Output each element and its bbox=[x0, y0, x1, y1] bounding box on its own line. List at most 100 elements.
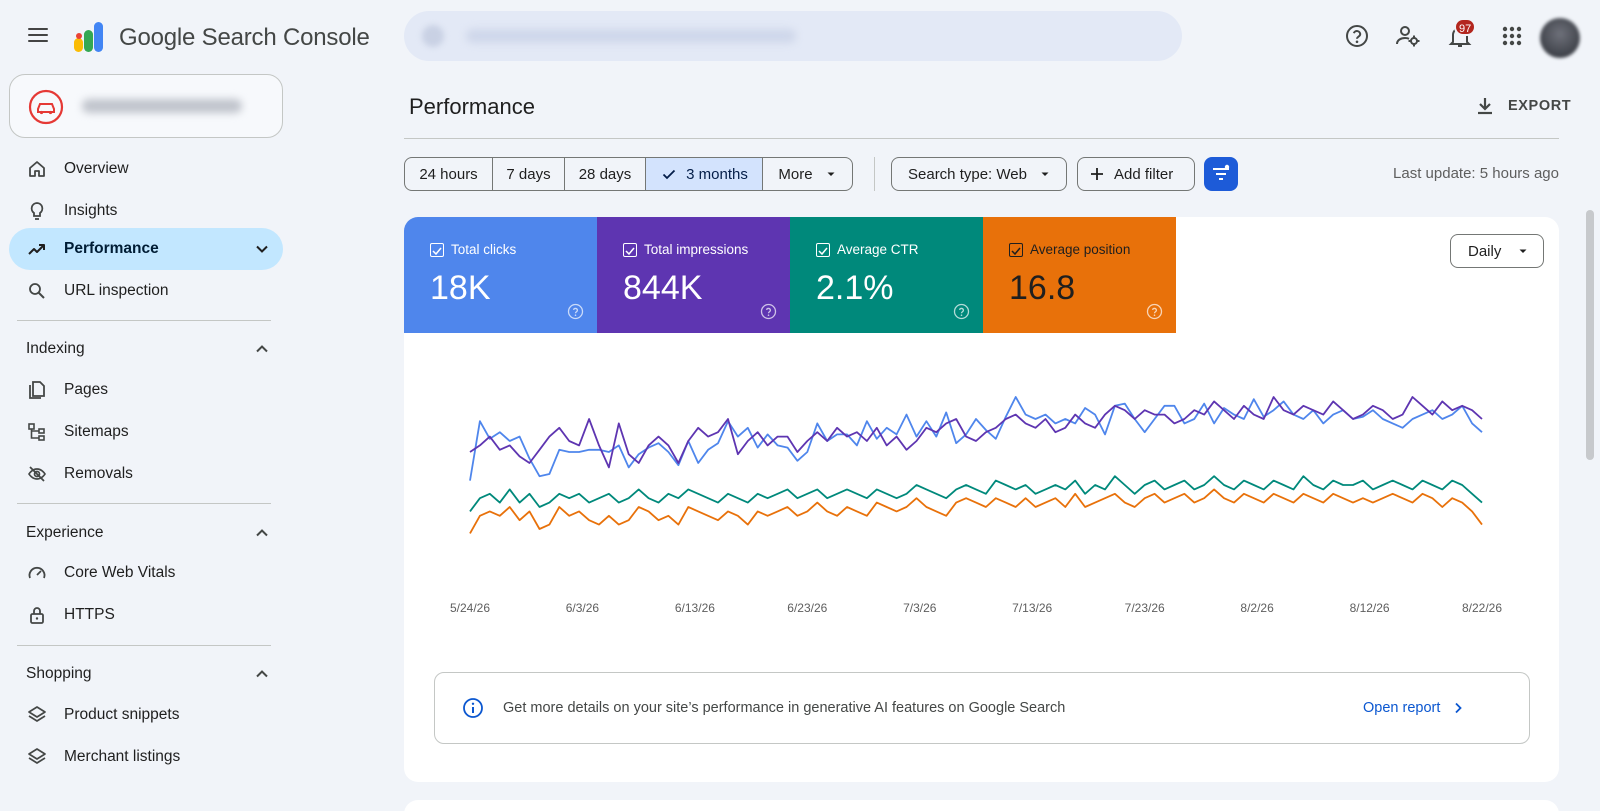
manage-users-icon[interactable] bbox=[1394, 22, 1422, 50]
series-line-average-position[interactable] bbox=[469, 488, 1483, 534]
section-title-shopping[interactable]: Shopping bbox=[26, 665, 92, 682]
help-outline-icon[interactable] bbox=[953, 303, 970, 320]
range-28-days-button[interactable]: 28 days bbox=[565, 158, 646, 190]
metric-card-total-impressions[interactable]: Total impressions 844K bbox=[597, 217, 790, 333]
chevron-up-icon[interactable] bbox=[253, 524, 271, 542]
main-menu-icon[interactable] bbox=[26, 24, 50, 48]
sidebar-item-core-web-vitals[interactable]: Core Web Vitals bbox=[9, 552, 283, 594]
sidebar-item-product-snippets[interactable]: Product snippets bbox=[9, 694, 283, 736]
property-name-redacted bbox=[82, 99, 242, 113]
performance-chart-card: Total clicks 18K Total impressions 844K … bbox=[404, 217, 1559, 782]
metric-value: 18K bbox=[430, 269, 491, 307]
granularity-dropdown[interactable]: Daily bbox=[1450, 234, 1544, 268]
chevron-down-icon[interactable] bbox=[253, 240, 271, 258]
sidebar-divider bbox=[17, 503, 271, 504]
sidebar-item-performance[interactable]: Performance bbox=[9, 228, 283, 270]
help-outline-icon[interactable] bbox=[760, 303, 777, 320]
lock-icon bbox=[30, 607, 44, 624]
app-title: Google Search Console bbox=[119, 24, 370, 51]
add-filter-button[interactable]: Add filter bbox=[1077, 157, 1195, 191]
series-line-total-clicks[interactable] bbox=[469, 396, 1483, 481]
sidebar-divider bbox=[17, 320, 271, 321]
metric-value: 16.8 bbox=[1009, 269, 1076, 307]
export-label: EXPORT bbox=[1508, 98, 1572, 114]
range-label: More bbox=[778, 165, 813, 183]
x-tick-label: 6/13/26 bbox=[675, 601, 715, 615]
layers-icon bbox=[28, 706, 46, 722]
sidebar: Overview Insights Performance URL inspec… bbox=[0, 72, 290, 811]
range-24-hours-button[interactable]: 24 hours bbox=[405, 158, 493, 190]
series-line-average-ctr[interactable] bbox=[469, 475, 1483, 512]
sidebar-item-insights[interactable]: Insights bbox=[9, 190, 283, 232]
x-tick-label: 7/23/26 bbox=[1125, 601, 1165, 615]
range-label: 3 months bbox=[686, 165, 748, 183]
checkbox-checked-icon[interactable] bbox=[430, 243, 444, 257]
check-icon bbox=[663, 169, 676, 180]
search-console-logo-icon bbox=[74, 22, 103, 52]
granularity-label: Daily bbox=[1468, 242, 1502, 260]
sidebar-item-sitemaps[interactable]: Sitemaps bbox=[9, 411, 283, 453]
open-report-link[interactable]: Open report bbox=[1363, 700, 1466, 716]
x-tick-label: 7/3/26 bbox=[903, 601, 937, 615]
range-7-days-button[interactable]: 7 days bbox=[493, 158, 565, 190]
export-button[interactable]: EXPORT bbox=[1474, 90, 1571, 122]
sidebar-divider bbox=[17, 645, 271, 646]
x-tick-label: 8/2/26 bbox=[1240, 601, 1274, 615]
toolbar-separator bbox=[874, 157, 875, 191]
caret-down-icon bbox=[1519, 249, 1527, 253]
lightbulb-icon bbox=[30, 202, 44, 220]
x-tick-label: 6/23/26 bbox=[787, 601, 827, 615]
metric-label: Total impressions bbox=[644, 242, 749, 257]
help-outline-icon[interactable] bbox=[1146, 303, 1163, 320]
sidebar-item-pages[interactable]: Pages bbox=[9, 369, 283, 411]
last-update-text: Last update: 5 hours ago bbox=[1393, 165, 1559, 182]
sidebar-item-merchant-listings[interactable]: Merchant listings bbox=[9, 736, 283, 778]
apps-grid-icon[interactable] bbox=[1498, 22, 1526, 50]
series-line-total-impressions[interactable] bbox=[469, 396, 1483, 469]
chevron-right-icon bbox=[1455, 702, 1463, 714]
layers-icon bbox=[28, 748, 46, 764]
help-outline-icon[interactable] bbox=[567, 303, 584, 320]
sidebar-item-label: Product snippets bbox=[64, 706, 180, 723]
sidebar-item-label: Insights bbox=[64, 202, 118, 219]
range-more-dropdown[interactable]: More bbox=[763, 158, 852, 190]
sidebar-item-label: Core Web Vitals bbox=[64, 564, 176, 581]
sidebar-item-label: Overview bbox=[64, 160, 129, 177]
search-type-label: Search type: Web bbox=[908, 165, 1027, 183]
metric-value: 844K bbox=[623, 269, 703, 307]
performance-line-chart[interactable]: 5/24/26 6/3/26 6/13/26 6/23/26 7/3/26 7/13/26… bbox=[404, 333, 1559, 633]
search-type-dropdown[interactable]: Search type: Web bbox=[891, 157, 1067, 191]
sidebar-item-url-inspection[interactable]: URL inspection bbox=[9, 270, 283, 312]
metric-card-average-position[interactable]: Average position 16.8 bbox=[983, 217, 1176, 333]
filter-settings-button[interactable] bbox=[1204, 157, 1238, 191]
search-icon bbox=[422, 25, 444, 47]
info-icon bbox=[463, 698, 483, 718]
search-placeholder-redacted bbox=[466, 29, 796, 43]
top-bar: Google Search Console 97 bbox=[0, 0, 1600, 72]
open-report-label: Open report bbox=[1363, 700, 1441, 716]
chevron-up-icon[interactable] bbox=[253, 340, 271, 358]
ai-features-info-banner: Get more details on your site’s performa… bbox=[434, 672, 1530, 744]
metric-card-average-ctr[interactable]: Average CTR 2.1% bbox=[790, 217, 983, 333]
x-tick-label: 5/24/26 bbox=[450, 601, 490, 615]
checkbox-checked-icon[interactable] bbox=[1009, 243, 1023, 257]
section-title-indexing[interactable]: Indexing bbox=[26, 340, 85, 357]
vertical-scrollbar[interactable] bbox=[1586, 210, 1594, 460]
filter-list-icon bbox=[1213, 164, 1230, 180]
range-3-months-button[interactable]: 3 months bbox=[646, 158, 763, 190]
help-icon[interactable] bbox=[1343, 22, 1371, 50]
eye-off-icon bbox=[28, 466, 46, 482]
metric-card-total-clicks[interactable]: Total clicks 18K bbox=[404, 217, 597, 333]
sidebar-item-label: Sitemaps bbox=[64, 423, 129, 440]
property-selector[interactable] bbox=[9, 74, 283, 138]
sidebar-item-removals[interactable]: Removals bbox=[9, 453, 283, 495]
chevron-up-icon[interactable] bbox=[253, 665, 271, 683]
search-input[interactable] bbox=[404, 11, 1182, 61]
sidebar-item-overview[interactable]: Overview bbox=[9, 148, 283, 190]
avatar[interactable] bbox=[1540, 18, 1580, 58]
checkbox-checked-icon[interactable] bbox=[623, 243, 637, 257]
sitemap-icon bbox=[28, 423, 45, 441]
sidebar-item-https[interactable]: HTTPS bbox=[9, 594, 283, 636]
checkbox-checked-icon[interactable] bbox=[816, 243, 830, 257]
section-title-experience[interactable]: Experience bbox=[26, 524, 104, 541]
